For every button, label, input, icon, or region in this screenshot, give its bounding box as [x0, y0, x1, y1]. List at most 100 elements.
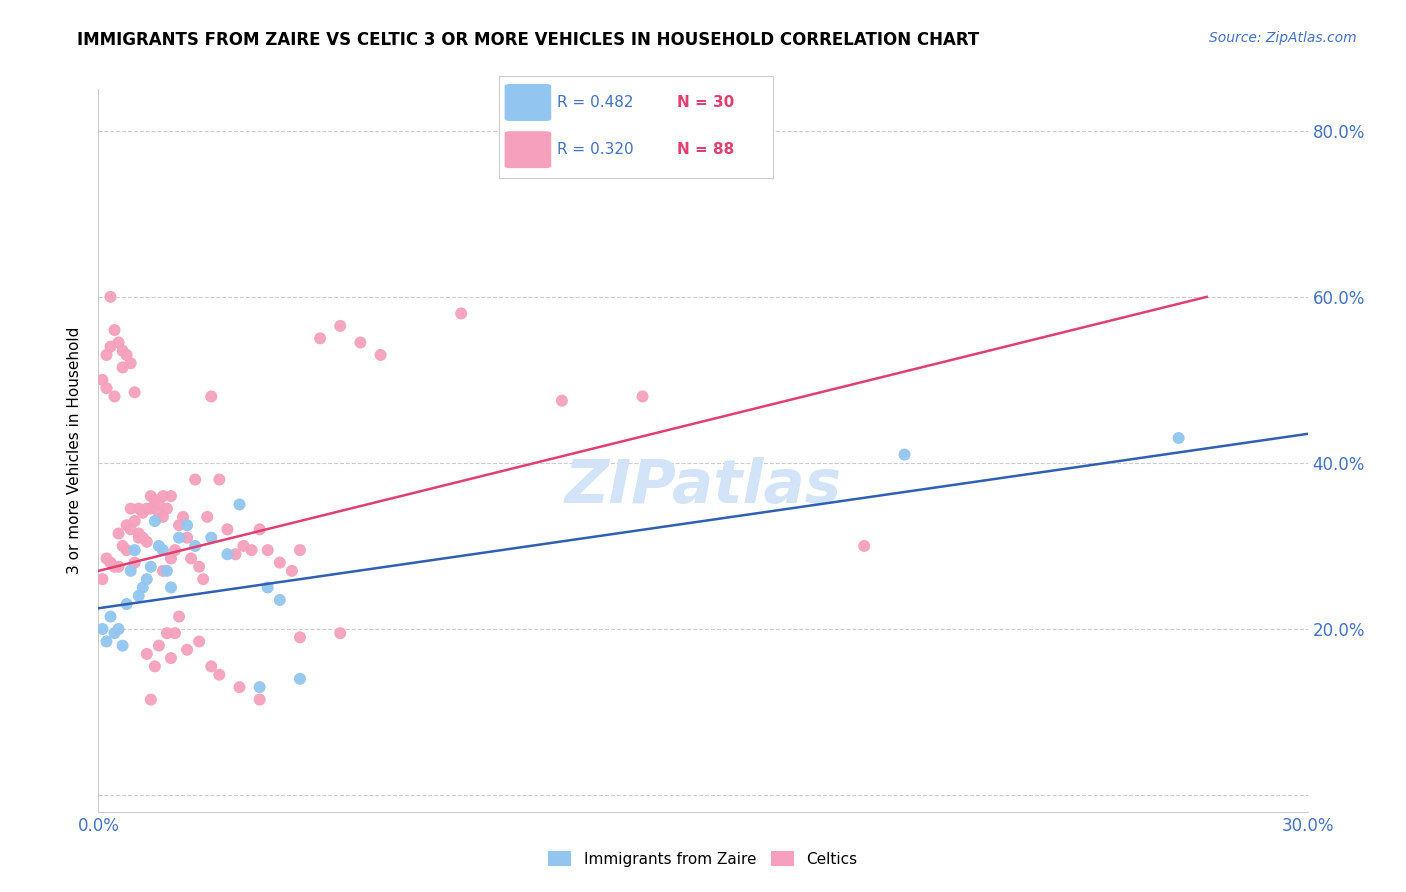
Point — [103, 626, 125, 640]
Point — [208, 667, 231, 681]
Point — [91, 622, 114, 636]
Point — [96, 381, 118, 395]
Text: ZIPatlas: ZIPatlas — [564, 457, 842, 516]
Point — [139, 692, 162, 706]
Point — [184, 473, 207, 487]
Point — [893, 448, 915, 462]
Point — [120, 501, 142, 516]
Point — [152, 564, 174, 578]
Point — [256, 543, 278, 558]
Point — [172, 509, 194, 524]
Point — [349, 335, 371, 350]
Point — [188, 634, 211, 648]
Point — [163, 543, 186, 558]
Point — [1167, 431, 1189, 445]
Point — [148, 498, 170, 512]
Point — [167, 518, 190, 533]
Point — [111, 360, 134, 375]
Point — [132, 581, 155, 595]
Point — [124, 543, 146, 558]
Point — [200, 531, 222, 545]
Point — [103, 323, 125, 337]
Point — [256, 581, 278, 595]
Point — [148, 539, 170, 553]
Point — [217, 547, 239, 561]
Point — [96, 634, 118, 648]
Point — [100, 340, 122, 354]
Point — [269, 556, 291, 570]
Point — [124, 514, 146, 528]
Point — [120, 564, 142, 578]
Point — [103, 559, 125, 574]
Point — [160, 651, 183, 665]
Point — [148, 506, 170, 520]
Point — [200, 659, 222, 673]
Point — [107, 559, 129, 574]
Point — [184, 539, 207, 553]
Point — [195, 509, 218, 524]
Point — [156, 626, 179, 640]
Point — [208, 473, 231, 487]
Point — [100, 290, 122, 304]
Point — [551, 393, 574, 408]
Point — [228, 498, 250, 512]
Point — [135, 572, 157, 586]
Point — [128, 589, 150, 603]
Text: N = 88: N = 88 — [678, 142, 734, 157]
Point — [240, 543, 263, 558]
Point — [143, 514, 166, 528]
FancyBboxPatch shape — [505, 84, 551, 121]
Point — [135, 647, 157, 661]
Point — [115, 348, 138, 362]
Point — [329, 626, 352, 640]
Y-axis label: 3 or more Vehicles in Household: 3 or more Vehicles in Household — [67, 326, 83, 574]
Point — [176, 531, 198, 545]
Point — [152, 543, 174, 558]
Point — [160, 489, 183, 503]
Point — [281, 564, 304, 578]
Point — [107, 622, 129, 636]
Point — [128, 531, 150, 545]
Point — [107, 526, 129, 541]
Point — [853, 539, 876, 553]
Point — [124, 556, 146, 570]
Point — [132, 531, 155, 545]
Point — [176, 518, 198, 533]
Point — [96, 348, 118, 362]
Point — [111, 639, 134, 653]
Point — [152, 509, 174, 524]
Point — [193, 572, 215, 586]
Point — [188, 559, 211, 574]
Text: IMMIGRANTS FROM ZAIRE VS CELTIC 3 OR MORE VEHICLES IN HOUSEHOLD CORRELATION CHAR: IMMIGRANTS FROM ZAIRE VS CELTIC 3 OR MOR… — [77, 31, 980, 49]
Point — [139, 559, 162, 574]
Point — [232, 539, 254, 553]
Point — [228, 680, 250, 694]
Text: R = 0.320: R = 0.320 — [557, 142, 633, 157]
Point — [152, 489, 174, 503]
Point — [224, 547, 246, 561]
Point — [269, 593, 291, 607]
Point — [135, 501, 157, 516]
Point — [91, 373, 114, 387]
Legend: Immigrants from Zaire, Celtics: Immigrants from Zaire, Celtics — [543, 845, 863, 872]
Point — [249, 692, 271, 706]
Point — [631, 389, 654, 403]
Point — [143, 659, 166, 673]
Point — [111, 343, 134, 358]
Point — [288, 630, 311, 644]
Point — [176, 642, 198, 657]
Point — [167, 531, 190, 545]
Point — [91, 572, 114, 586]
Point — [107, 335, 129, 350]
Point — [370, 348, 392, 362]
Point — [115, 543, 138, 558]
Point — [217, 522, 239, 536]
Point — [111, 539, 134, 553]
Point — [124, 385, 146, 400]
Point — [143, 493, 166, 508]
Point — [160, 581, 183, 595]
Point — [132, 506, 155, 520]
Point — [115, 597, 138, 611]
Point — [288, 543, 311, 558]
Point — [309, 331, 332, 345]
